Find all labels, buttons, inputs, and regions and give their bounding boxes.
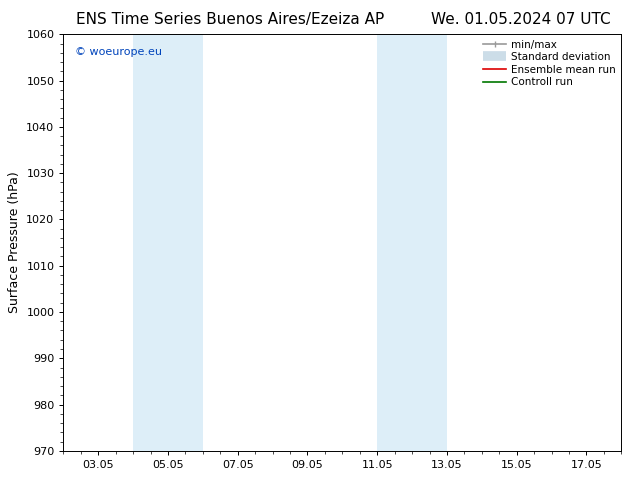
Y-axis label: Surface Pressure (hPa): Surface Pressure (hPa) xyxy=(8,172,21,314)
Text: ENS Time Series Buenos Aires/Ezeiza AP: ENS Time Series Buenos Aires/Ezeiza AP xyxy=(76,12,384,27)
Bar xyxy=(377,34,412,451)
Bar xyxy=(168,34,203,451)
Bar xyxy=(133,34,168,451)
Text: © woeurope.eu: © woeurope.eu xyxy=(75,47,162,57)
Text: We. 01.05.2024 07 UTC: We. 01.05.2024 07 UTC xyxy=(431,12,611,27)
Legend: min/max, Standard deviation, Ensemble mean run, Controll run: min/max, Standard deviation, Ensemble me… xyxy=(481,37,618,89)
Bar xyxy=(412,34,447,451)
